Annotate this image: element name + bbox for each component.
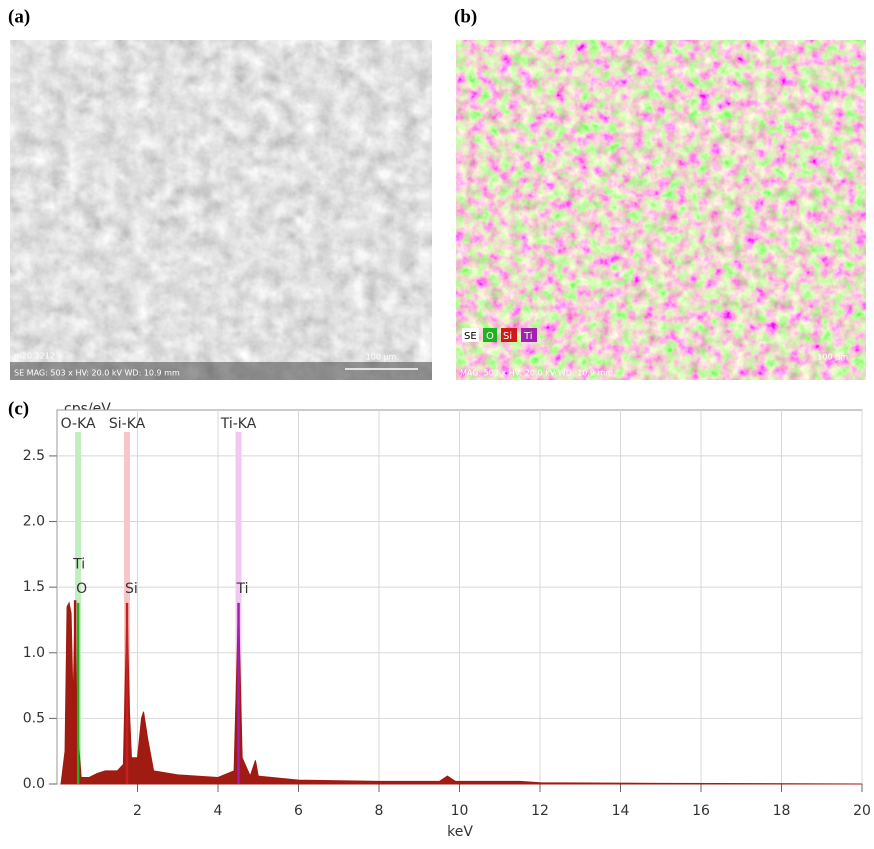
- element-line-label: Ti-KA: [220, 416, 257, 432]
- x-tick-label: 12: [531, 803, 549, 819]
- image-info: MAG: 503 x HV: 20.0 kV WD: 10.9 mm: [460, 369, 613, 378]
- legend-label: Ti: [523, 331, 533, 342]
- panel-label: (a): [8, 6, 30, 27]
- x-tick-label: 20: [853, 803, 871, 819]
- legend-swatch: [483, 328, 497, 342]
- legend-swatch: [501, 328, 517, 342]
- x-tick-label: 18: [773, 803, 791, 819]
- scale-label: 100 µm: [366, 353, 397, 362]
- map-legend: SE O Si Ti: [462, 328, 537, 342]
- peak-label: Ti: [72, 556, 85, 572]
- x-tick-label: 14: [612, 803, 630, 819]
- y-tick-label: 2.0: [23, 514, 45, 530]
- panel-label: (c): [8, 398, 29, 419]
- peak-label: Si: [125, 581, 138, 597]
- element-line-label: Si-KA: [109, 416, 146, 432]
- legend-swatch: [462, 328, 479, 342]
- y-tick-label: 0.0: [23, 776, 45, 792]
- image-info: SE MAG: 503 x HV: 20.0 kV WD: 10.9 mm: [14, 369, 180, 378]
- legend-label: SE: [464, 331, 477, 342]
- legend-swatch: [521, 328, 537, 342]
- x-axis-label: keV: [447, 824, 473, 840]
- eds-map: [456, 40, 866, 380]
- sample-id: m20 3212: [14, 352, 55, 361]
- legend-label: Si: [503, 331, 512, 342]
- sem-image: [10, 40, 432, 380]
- peak-label: Ti: [236, 581, 249, 597]
- scale-label: 100 µm: [817, 353, 848, 362]
- info-bar: [10, 362, 432, 380]
- y-tick-label: 0.5: [23, 710, 45, 726]
- element-line-label: O-KA: [61, 416, 96, 432]
- panel-label: (b): [454, 6, 477, 27]
- legend-label: O: [486, 331, 494, 342]
- x-tick-label: 2: [133, 803, 142, 819]
- x-tick-label: 8: [375, 803, 384, 819]
- y-tick-label: 2.5: [23, 448, 45, 464]
- x-tick-label: 16: [692, 803, 710, 819]
- x-tick-label: 4: [214, 803, 223, 819]
- x-tick-label: 10: [451, 803, 469, 819]
- y-tick-label: 1.0: [23, 645, 45, 661]
- x-tick-label: 6: [294, 803, 303, 819]
- peak-label: O: [76, 581, 87, 597]
- y-tick-label: 1.5: [23, 579, 45, 595]
